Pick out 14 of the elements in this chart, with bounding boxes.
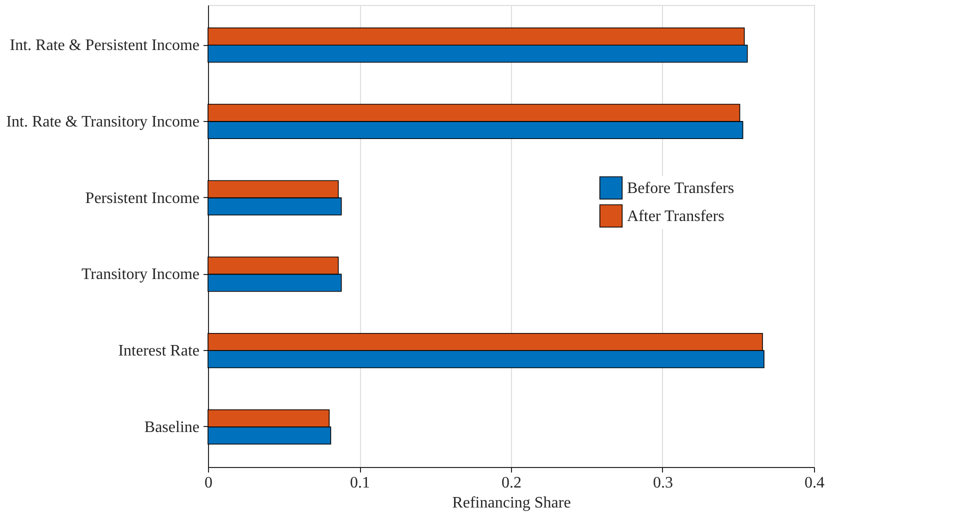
y-tick-label: Interest Rate bbox=[118, 342, 200, 360]
y-tick-label: Int. Rate & Persistent Income bbox=[10, 37, 200, 54]
legend-label: Before Transfers bbox=[627, 180, 734, 197]
legend-label: After Transfers bbox=[627, 208, 724, 225]
x-axis-title: Refinancing Share bbox=[452, 494, 571, 512]
x-tick-label: 0.4 bbox=[804, 474, 824, 492]
x-tick-label: 0.2 bbox=[502, 474, 522, 492]
y-tick-label: Persistent Income bbox=[85, 190, 200, 207]
x-tick-label: 0 bbox=[204, 474, 212, 492]
y-tick-label: Int. Rate & Transitory Income bbox=[6, 113, 200, 130]
y-tick-label: Transitory Income bbox=[81, 266, 200, 284]
x-tick-label: 0.3 bbox=[653, 474, 673, 492]
y-tick-label: Baseline bbox=[144, 418, 200, 436]
x-tick-label: 0.1 bbox=[350, 474, 370, 492]
